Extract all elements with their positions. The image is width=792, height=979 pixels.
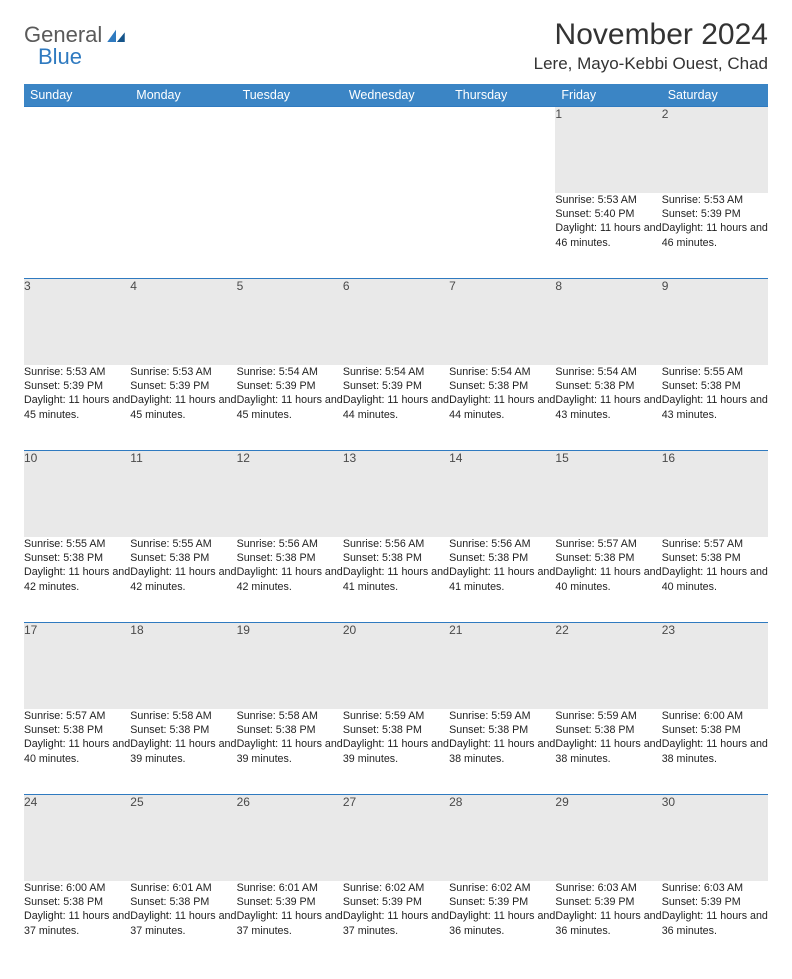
day-number-row: 12 — [24, 107, 768, 193]
day-content-cell: Sunrise: 5:56 AMSunset: 5:38 PMDaylight:… — [343, 537, 449, 623]
day-content-cell: Sunrise: 6:02 AMSunset: 5:39 PMDaylight:… — [343, 881, 449, 967]
weekday-header: Thursday — [449, 84, 555, 107]
weekday-header: Tuesday — [237, 84, 343, 107]
day-content-cell — [449, 193, 555, 279]
day-number-cell: 11 — [130, 451, 236, 537]
day-content-cell: Sunrise: 5:53 AMSunset: 5:40 PMDaylight:… — [555, 193, 661, 279]
day-number-cell: 2 — [662, 107, 768, 193]
day-number-cell: 7 — [449, 279, 555, 365]
day-number-cell: 30 — [662, 795, 768, 881]
day-content-cell: Sunrise: 5:59 AMSunset: 5:38 PMDaylight:… — [449, 709, 555, 795]
day-content-row: Sunrise: 5:55 AMSunset: 5:38 PMDaylight:… — [24, 537, 768, 623]
day-number-cell: 14 — [449, 451, 555, 537]
day-content-cell: Sunrise: 5:54 AMSunset: 5:38 PMDaylight:… — [555, 365, 661, 451]
day-number-row: 17181920212223 — [24, 623, 768, 709]
day-content-cell: Sunrise: 5:53 AMSunset: 5:39 PMDaylight:… — [130, 365, 236, 451]
brand-part2: Blue — [38, 44, 82, 69]
day-number-cell: 12 — [237, 451, 343, 537]
weekday-header: Sunday — [24, 84, 130, 107]
day-content-cell: Sunrise: 6:02 AMSunset: 5:39 PMDaylight:… — [449, 881, 555, 967]
location-text: Lere, Mayo-Kebbi Ouest, Chad — [534, 54, 768, 74]
weekday-header-row: SundayMondayTuesdayWednesdayThursdayFrid… — [24, 84, 768, 107]
day-content-cell: Sunrise: 5:55 AMSunset: 5:38 PMDaylight:… — [24, 537, 130, 623]
day-content-cell: Sunrise: 5:55 AMSunset: 5:38 PMDaylight:… — [662, 365, 768, 451]
weekday-header: Friday — [555, 84, 661, 107]
day-number-cell: 15 — [555, 451, 661, 537]
day-number-cell: 24 — [24, 795, 130, 881]
day-number-cell — [343, 107, 449, 193]
day-number-cell: 17 — [24, 623, 130, 709]
day-number-cell: 1 — [555, 107, 661, 193]
day-content-row: Sunrise: 5:53 AMSunset: 5:39 PMDaylight:… — [24, 365, 768, 451]
day-number-cell: 22 — [555, 623, 661, 709]
day-number-cell — [130, 107, 236, 193]
day-number-cell: 16 — [662, 451, 768, 537]
day-number-row: 3456789 — [24, 279, 768, 365]
day-number-cell: 21 — [449, 623, 555, 709]
day-content-cell: Sunrise: 5:54 AMSunset: 5:39 PMDaylight:… — [343, 365, 449, 451]
weekday-header: Wednesday — [343, 84, 449, 107]
day-number-cell: 27 — [343, 795, 449, 881]
day-content-cell: Sunrise: 5:54 AMSunset: 5:38 PMDaylight:… — [449, 365, 555, 451]
day-content-cell: Sunrise: 6:03 AMSunset: 5:39 PMDaylight:… — [662, 881, 768, 967]
day-number-row: 24252627282930 — [24, 795, 768, 881]
day-number-cell: 10 — [24, 451, 130, 537]
day-number-cell: 20 — [343, 623, 449, 709]
day-content-cell: Sunrise: 6:01 AMSunset: 5:38 PMDaylight:… — [130, 881, 236, 967]
brand-logo: GeneralBlue — [24, 18, 127, 68]
day-number-cell: 9 — [662, 279, 768, 365]
day-content-cell: Sunrise: 6:01 AMSunset: 5:39 PMDaylight:… — [237, 881, 343, 967]
day-number-cell: 28 — [449, 795, 555, 881]
day-content-row: Sunrise: 5:53 AMSunset: 5:40 PMDaylight:… — [24, 193, 768, 279]
weekday-header: Saturday — [662, 84, 768, 107]
day-content-cell: Sunrise: 5:58 AMSunset: 5:38 PMDaylight:… — [237, 709, 343, 795]
day-content-row: Sunrise: 6:00 AMSunset: 5:38 PMDaylight:… — [24, 881, 768, 967]
day-content-cell: Sunrise: 6:00 AMSunset: 5:38 PMDaylight:… — [662, 709, 768, 795]
day-number-cell: 25 — [130, 795, 236, 881]
day-number-cell — [24, 107, 130, 193]
day-number-cell: 3 — [24, 279, 130, 365]
day-number-cell: 18 — [130, 623, 236, 709]
day-content-cell: Sunrise: 5:57 AMSunset: 5:38 PMDaylight:… — [555, 537, 661, 623]
day-number-cell: 13 — [343, 451, 449, 537]
day-number-cell: 8 — [555, 279, 661, 365]
day-number-row: 10111213141516 — [24, 451, 768, 537]
day-number-cell — [449, 107, 555, 193]
day-content-cell: Sunrise: 5:56 AMSunset: 5:38 PMDaylight:… — [449, 537, 555, 623]
day-content-cell: Sunrise: 5:56 AMSunset: 5:38 PMDaylight:… — [237, 537, 343, 623]
day-content-cell: Sunrise: 6:00 AMSunset: 5:38 PMDaylight:… — [24, 881, 130, 967]
day-content-cell: Sunrise: 5:53 AMSunset: 5:39 PMDaylight:… — [662, 193, 768, 279]
calendar-table: SundayMondayTuesdayWednesdayThursdayFrid… — [24, 84, 768, 967]
day-content-cell: Sunrise: 5:54 AMSunset: 5:39 PMDaylight:… — [237, 365, 343, 451]
day-content-row: Sunrise: 5:57 AMSunset: 5:38 PMDaylight:… — [24, 709, 768, 795]
month-title: November 2024 — [534, 18, 768, 52]
day-number-cell: 19 — [237, 623, 343, 709]
day-number-cell: 29 — [555, 795, 661, 881]
logo-sail-icon — [105, 24, 127, 46]
day-content-cell: Sunrise: 5:55 AMSunset: 5:38 PMDaylight:… — [130, 537, 236, 623]
day-number-cell: 6 — [343, 279, 449, 365]
day-number-cell: 26 — [237, 795, 343, 881]
day-content-cell — [24, 193, 130, 279]
title-block: November 2024 Lere, Mayo-Kebbi Ouest, Ch… — [534, 18, 768, 74]
day-number-cell: 5 — [237, 279, 343, 365]
day-content-cell: Sunrise: 5:57 AMSunset: 5:38 PMDaylight:… — [24, 709, 130, 795]
day-content-cell — [130, 193, 236, 279]
day-content-cell: Sunrise: 5:59 AMSunset: 5:38 PMDaylight:… — [555, 709, 661, 795]
day-number-cell — [237, 107, 343, 193]
weekday-header: Monday — [130, 84, 236, 107]
day-content-cell — [343, 193, 449, 279]
day-content-cell: Sunrise: 5:58 AMSunset: 5:38 PMDaylight:… — [130, 709, 236, 795]
page-header: GeneralBlue November 2024 Lere, Mayo-Keb… — [24, 18, 768, 74]
calendar-page: GeneralBlue November 2024 Lere, Mayo-Keb… — [0, 0, 792, 979]
day-number-cell: 23 — [662, 623, 768, 709]
day-content-cell: Sunrise: 5:59 AMSunset: 5:38 PMDaylight:… — [343, 709, 449, 795]
day-content-cell: Sunrise: 5:57 AMSunset: 5:38 PMDaylight:… — [662, 537, 768, 623]
day-content-cell: Sunrise: 6:03 AMSunset: 5:39 PMDaylight:… — [555, 881, 661, 967]
day-number-cell: 4 — [130, 279, 236, 365]
day-content-cell: Sunrise: 5:53 AMSunset: 5:39 PMDaylight:… — [24, 365, 130, 451]
day-content-cell — [237, 193, 343, 279]
